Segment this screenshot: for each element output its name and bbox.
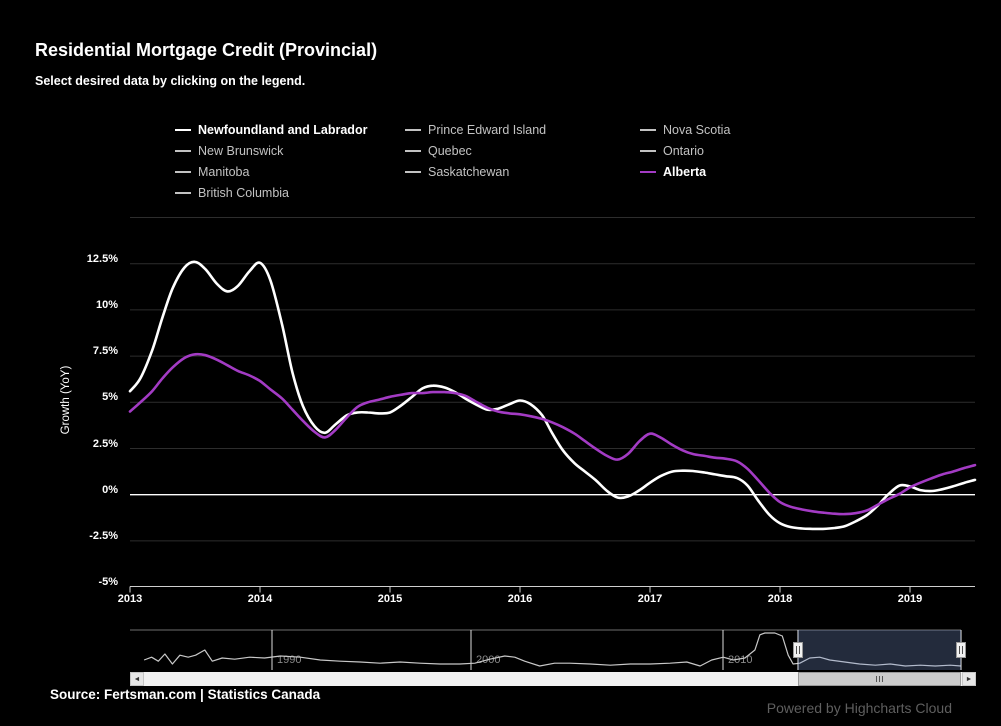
y-tick-label: 2.5% — [92, 438, 118, 450]
series-line-icon — [175, 170, 191, 173]
legend-item-label: Newfoundland and Labrador — [198, 122, 368, 137]
legend-item-label: Prince Edward Island — [428, 122, 547, 137]
y-tick-label: 12.5% — [86, 253, 118, 265]
series-line-icon — [175, 149, 191, 152]
x-tick-label: 2016 — [507, 593, 533, 605]
y-tick-label: -5% — [98, 576, 118, 588]
y-tick-label: 0% — [102, 484, 118, 496]
source-text: Source: Fertsman.com | Statistics Canada — [50, 687, 321, 702]
scroll-right-arrow-icon: ► — [965, 675, 973, 683]
x-tick-label: 2019 — [897, 593, 923, 605]
legend-item-label: Ontario — [663, 143, 704, 158]
series-line-icon — [175, 191, 191, 194]
navigator-selected-range[interactable] — [798, 630, 961, 670]
legend-item-label: Saskatchewan — [428, 164, 510, 179]
legend-item-label: Manitoba — [198, 164, 250, 179]
series-line-icon — [640, 128, 656, 131]
x-tick-label: 2014 — [247, 593, 273, 605]
legend-item-quebec[interactable]: Quebec — [405, 140, 640, 161]
x-tick-label: 2013 — [117, 593, 143, 605]
legend-item-label: New Brunswick — [198, 143, 284, 158]
legend-item-saskatchewan[interactable]: Saskatchewan — [405, 161, 640, 182]
legend: Newfoundland and Labrador Prince Edward … — [175, 119, 960, 203]
legend-item-label: Quebec — [428, 143, 472, 158]
scrollbar-track[interactable] — [144, 672, 962, 686]
y-tick-label: 5% — [102, 391, 118, 403]
series-line-icon — [640, 170, 656, 173]
legend-item-new-brunswick[interactable]: New Brunswick — [175, 140, 405, 161]
legend-item-ontario[interactable]: Ontario — [640, 140, 960, 161]
legend-item-nova-scotia[interactable]: Nova Scotia — [640, 119, 960, 140]
legend-item-newfoundland-and-labrador[interactable]: Newfoundland and Labrador — [175, 119, 405, 140]
series-line-icon — [405, 128, 421, 131]
scrollbar-thumb[interactable] — [798, 672, 961, 686]
credits-link[interactable]: Powered by Highcharts Cloud — [766, 700, 952, 716]
chart-title: Residential Mortgage Credit (Provincial) — [35, 40, 378, 60]
legend-item-british-columbia[interactable]: British Columbia — [175, 182, 405, 203]
series-line-icon — [640, 149, 656, 152]
scrollbar-left-button[interactable]: ◄ — [130, 672, 144, 686]
legend-item-alberta[interactable]: Alberta — [640, 161, 960, 182]
scroll-left-arrow-icon: ◄ — [133, 675, 141, 683]
y-tick-label: 10% — [95, 299, 118, 311]
y-tick-label: -2.5% — [89, 530, 118, 542]
y-tick-label: 7.5% — [92, 345, 118, 357]
chart-subtitle: Select desired data by clicking on the l… — [35, 74, 306, 88]
legend-item-label: British Columbia — [198, 185, 290, 200]
legend-item-label: Nova Scotia — [663, 122, 731, 137]
x-tick-label: 2015 — [377, 593, 403, 605]
x-tick-label: 2018 — [767, 593, 793, 605]
series-line-icon — [405, 149, 421, 152]
series-line-icon — [175, 128, 191, 131]
scrollbar-right-button[interactable]: ► — [962, 672, 976, 686]
series-line-icon — [405, 170, 421, 173]
legend-item-prince-edward-island[interactable]: Prince Edward Island — [405, 119, 640, 140]
navigator-left-handle[interactable] — [793, 642, 803, 658]
legend-item-label: Alberta — [663, 164, 707, 179]
x-tick-label: 2017 — [637, 593, 663, 605]
navigator-right-handle[interactable] — [956, 642, 966, 658]
legend-item-manitoba[interactable]: Manitoba — [175, 161, 405, 182]
